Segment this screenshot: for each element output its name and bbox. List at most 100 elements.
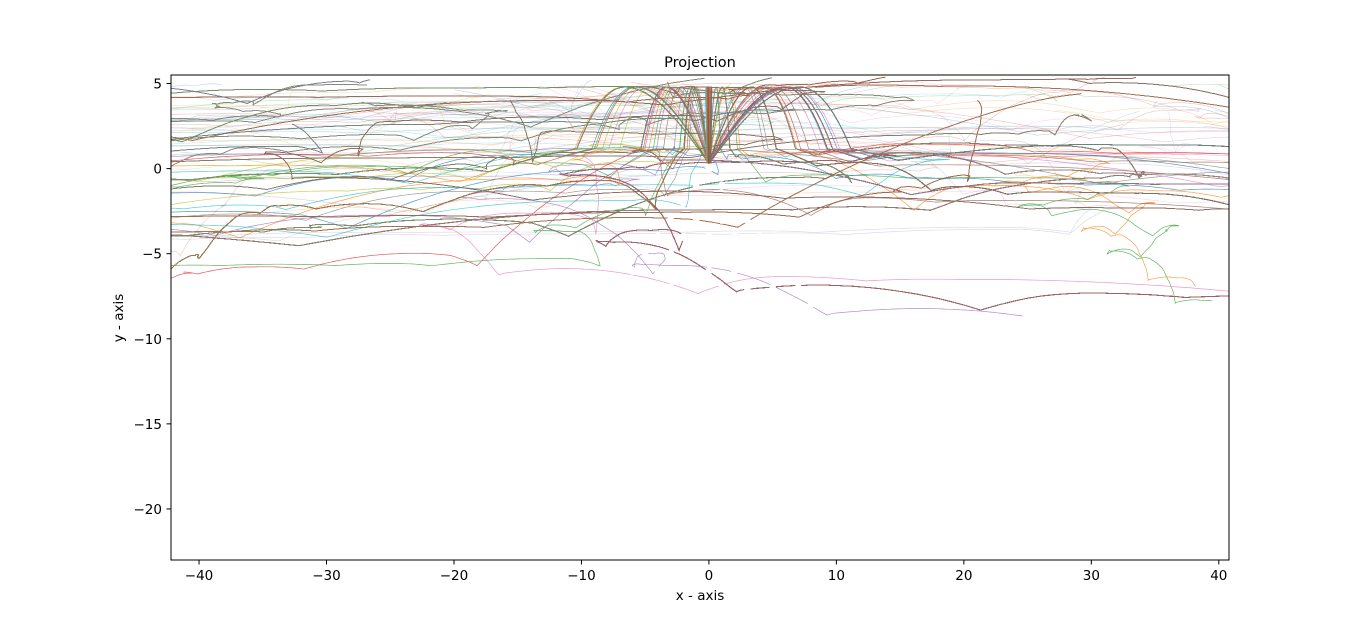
peg-hole — [693, 317, 700, 326]
peg-hole — [910, 539, 917, 548]
peg-hole — [438, 488, 445, 497]
peg-hole — [795, 351, 802, 360]
x-tick-label: −20 — [440, 568, 469, 584]
peg-hole — [616, 283, 623, 292]
peg-hole — [527, 437, 534, 446]
peg-hole — [859, 539, 866, 548]
peg-hole — [897, 420, 904, 429]
trajectory-line — [146, 80, 370, 104]
peg-hole — [808, 539, 815, 548]
peg-hole — [795, 454, 802, 463]
peg-hole — [884, 437, 891, 446]
peg-hole — [922, 522, 929, 531]
peg-hole — [667, 488, 674, 497]
peg-hole — [910, 471, 917, 480]
peg-hole — [642, 420, 649, 429]
trajectory-line — [1153, 101, 1253, 131]
peg-hole — [451, 471, 458, 480]
x-tick-label: 40 — [1210, 568, 1227, 584]
y-tick-label: 5 — [153, 77, 162, 93]
peg-hole — [897, 385, 904, 394]
peg-hole — [374, 573, 381, 582]
peg-hole — [833, 539, 840, 548]
peg-hole — [629, 505, 636, 514]
peg-hole — [693, 420, 700, 429]
x-axis-ticks: −40 −30 −20 −10 0 10 20 30 40 — [185, 560, 1228, 584]
peg-hole — [680, 505, 687, 514]
peg-hole — [680, 402, 687, 411]
peg-hole — [591, 454, 598, 463]
peg-hole — [846, 351, 853, 360]
trajectory-line — [148, 87, 709, 181]
peg-hole — [820, 317, 827, 326]
peg-hole — [757, 573, 764, 582]
peg-hole — [731, 402, 738, 411]
peg-hole — [808, 368, 815, 377]
peg-hole — [604, 402, 611, 411]
trajectory-line — [146, 80, 370, 104]
trajectory-line — [146, 80, 370, 104]
trajectory-line — [146, 80, 370, 104]
peg-hole — [578, 402, 585, 411]
peg-hole — [808, 334, 815, 343]
peg-hole — [961, 505, 968, 514]
peg-hole — [706, 334, 713, 343]
peg-hole — [782, 505, 789, 514]
peg-hole — [578, 334, 585, 343]
peg-hole — [718, 215, 725, 224]
trajectory-line — [146, 80, 370, 104]
peg-hole — [769, 420, 776, 429]
peg-hole — [706, 402, 713, 411]
peg-hole — [629, 402, 636, 411]
peg-hole — [795, 385, 802, 394]
peg-hole — [591, 351, 598, 360]
peg-hole — [859, 437, 866, 446]
peg-hole — [769, 317, 776, 326]
peg-hole — [655, 334, 662, 343]
peg-hole — [591, 385, 598, 394]
peg-hole — [808, 505, 815, 514]
peg-hole — [642, 317, 649, 326]
peg-hole — [986, 505, 993, 514]
peg-hole — [757, 471, 764, 480]
peg-hole — [744, 488, 751, 497]
peg-hole — [833, 471, 840, 480]
peg-hole — [731, 266, 738, 275]
y-tick-label: 0 — [153, 162, 162, 178]
peg-hole — [604, 471, 611, 480]
peg-hole — [667, 317, 674, 326]
peg-hole — [795, 283, 802, 292]
peg-hole — [910, 573, 917, 582]
peg-hole — [565, 454, 572, 463]
x-tick-label: −10 — [567, 568, 596, 584]
peg-hole — [463, 488, 470, 497]
peg-hole — [833, 402, 840, 411]
peg-hole — [859, 334, 866, 343]
trajectory-line — [709, 87, 1254, 210]
peg-hole — [655, 505, 662, 514]
peg-hole — [655, 232, 662, 241]
peg-hole — [1012, 573, 1019, 582]
peg-hole — [540, 522, 547, 531]
peg-hole — [604, 334, 611, 343]
peg-hole — [604, 573, 611, 582]
trajectory-line — [146, 80, 370, 104]
peg-hole — [655, 266, 662, 275]
x-tick-label: 20 — [955, 568, 972, 584]
peg-hole — [871, 385, 878, 394]
peg-hole — [502, 471, 509, 480]
trajectory-line — [146, 80, 370, 104]
peg-hole — [540, 351, 547, 360]
peg-hole — [884, 402, 891, 411]
peg-hole — [706, 164, 713, 173]
peg-hole — [706, 539, 713, 548]
peg-hole — [629, 266, 636, 275]
peg-hole — [642, 522, 649, 531]
peg-hole — [731, 300, 738, 309]
peg-hole — [948, 522, 955, 531]
peg-hole — [986, 573, 993, 582]
peg-hole — [833, 437, 840, 446]
peg-hole — [757, 266, 764, 275]
peg-hole — [642, 351, 649, 360]
